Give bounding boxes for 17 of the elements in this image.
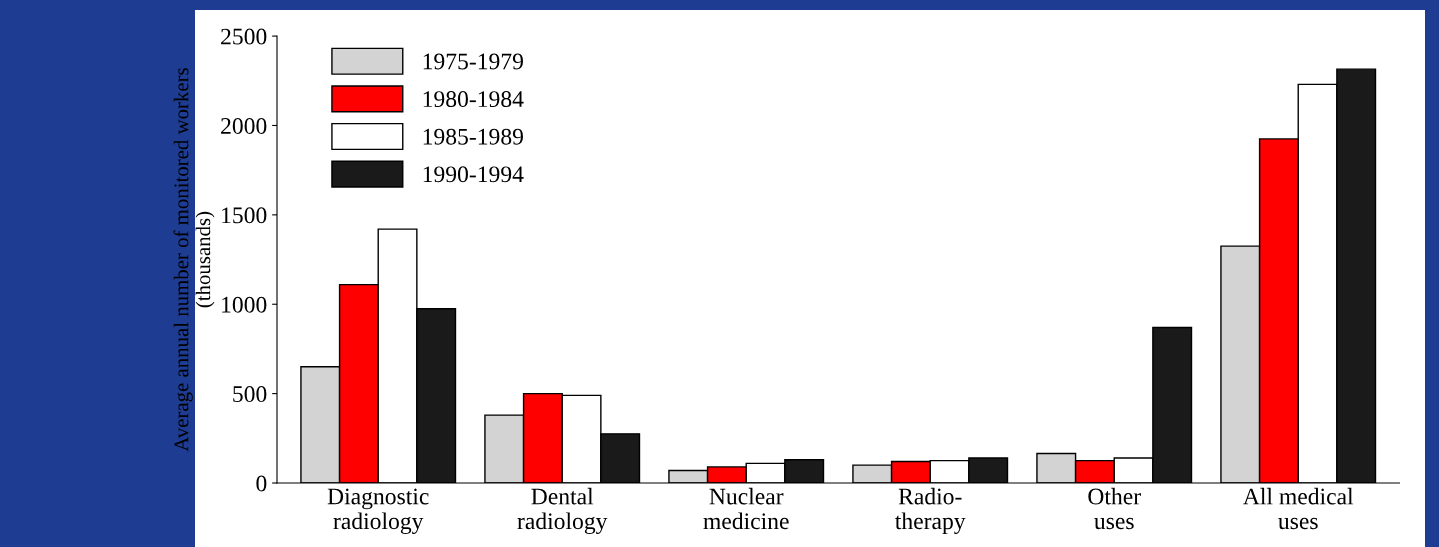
legend-label: 1985-1989 [423,128,523,145]
y-tick-label: 2500 [221,28,267,45]
x-tick-label: Radio- therapy [895,487,966,535]
y-tick-label: 1500 [222,207,267,224]
y-tick-label: 500 [233,386,267,403]
legend-label: 1990-1994 [423,166,524,183]
x-tick-label: Dental radiology [517,487,608,535]
y-tick-label: 0 [256,475,267,492]
x-tick-label: Other uses [1088,487,1141,530]
y-tick-label: 2000 [221,117,267,134]
x-tick-label: All medical uses [1243,487,1354,530]
x-tick-label: Nuclear medicine [703,487,789,530]
legend-label: 1980-1984 [423,91,524,108]
y-tick-label: 1000 [222,296,267,313]
legend-label: 1975-1979 [423,53,523,70]
y-axis-title: Average annual number of monitored workers (thousands) [173,68,215,452]
x-tick-label: Diagnostic radiology [327,488,429,535]
